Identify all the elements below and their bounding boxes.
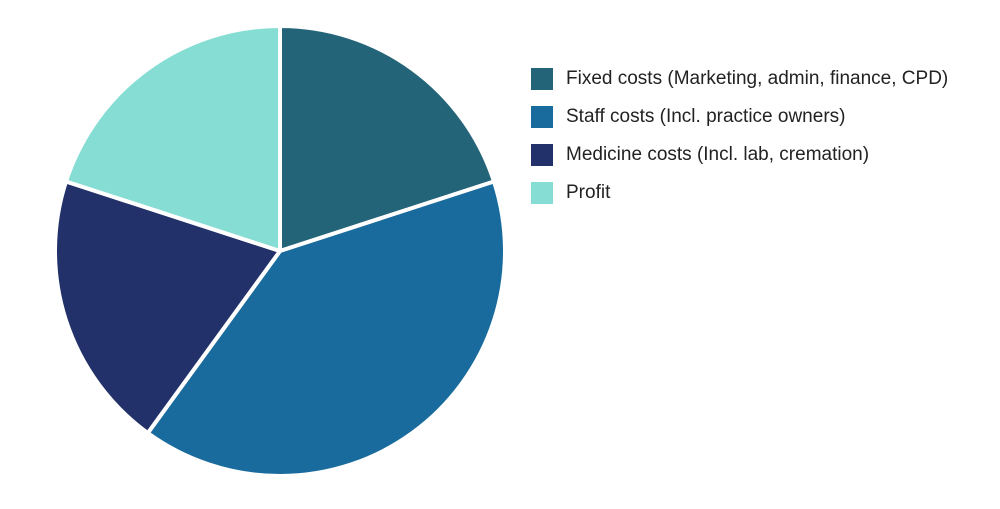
legend-label-profit: Profit	[566, 182, 611, 203]
legend-label-staff-costs: Staff costs (Incl. practice owners)	[566, 106, 846, 127]
legend-item-fixed-costs: Fixed costs (Marketing, admin, finance, …	[531, 60, 991, 98]
legend-item-staff-costs: Staff costs (Incl. practice owners)	[531, 98, 991, 136]
pie-slice-medicine	[53, 179, 282, 436]
pie-slice-profit	[64, 24, 282, 253]
legend-swatch-medicine-costs	[531, 144, 553, 166]
legend-item-medicine-costs: Medicine costs (Incl. lab, cremation)	[531, 136, 991, 174]
legend-swatch-fixed-costs	[531, 68, 553, 90]
legend-item-profit: Profit	[531, 174, 991, 212]
legend-swatch-profit	[531, 182, 553, 204]
chart-legend: Fixed costs (Marketing, admin, finance, …	[531, 60, 991, 212]
legend-swatch-staff-costs	[531, 106, 553, 128]
pie-slice-staff	[145, 179, 507, 478]
legend-label-fixed-costs: Fixed costs (Marketing, admin, finance, …	[566, 68, 949, 89]
legend-label-medicine-costs: Medicine costs (Incl. lab, cremation)	[566, 144, 870, 165]
pie-slice-fixed	[278, 24, 496, 253]
